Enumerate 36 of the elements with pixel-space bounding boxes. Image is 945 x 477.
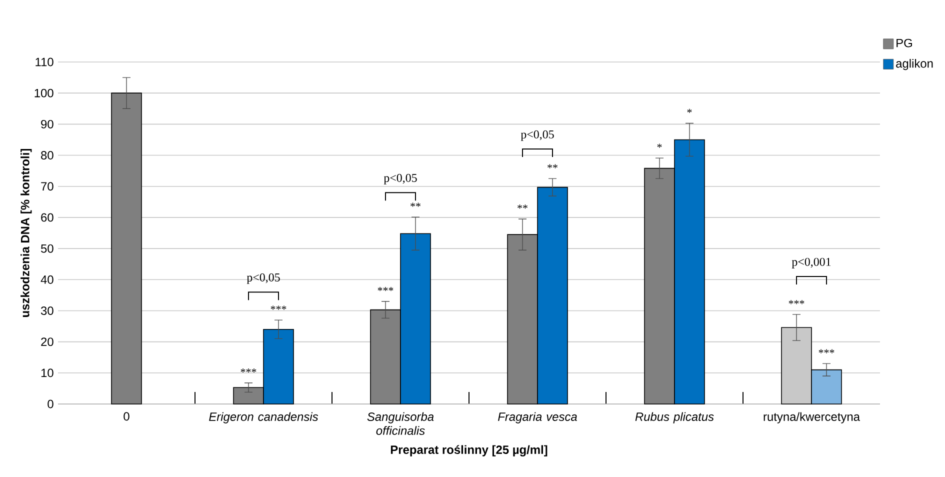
x-tick-label: 0 [124,412,130,421]
annotation: p<0,001 [792,258,831,268]
y-tick-label: 40 [40,275,54,284]
x-tick-label: Fragaria vesca [498,412,577,424]
x-tick-label: Erigeron canadensis [209,412,318,424]
data-label: *** [818,349,834,354]
data-label: *** [788,300,804,304]
legend-label: PG [896,38,912,48]
data-label: ** [518,204,528,209]
y-tick-label: 50 [41,244,54,253]
annotation: p<0,05 [384,174,417,184]
annotation: p<0,05 [246,273,280,284]
x-tick-label: Sanguisorba officinalis [367,412,434,435]
data-label: * [687,108,692,113]
y-tick-label: 100 [34,88,54,98]
y-tick-label: 90 [41,120,54,128]
y-tick-label: 20 [41,338,54,346]
annotation: p<0,05 [520,130,554,141]
data-label: *** [240,368,256,373]
y-tick-label: 110 [36,58,54,66]
data-label: ** [548,164,558,168]
data-label: *** [378,287,394,292]
y-tick-label: 30 [40,306,54,315]
data-label: ** [410,202,420,207]
y-tick-label: 60 [41,213,54,222]
y-tick-label: 70 [41,182,54,191]
y-tick-label: 80 [41,151,54,160]
legend-label: aglikon [896,58,933,70]
y-tick-label: 0 [48,400,54,408]
x-tick-label: Rubus plicatus [635,412,714,424]
data-label: *** [270,306,286,310]
y-tick-label: 10 [41,368,54,378]
x-tick-label: rutyna/kwercetyna [764,412,860,424]
x-axis-title: Preparat roślinny [25 µg/ml] [390,445,548,456]
y-axis-title: uszkodzenia DNA [% kontroli] [20,148,32,317]
data-label: * [657,144,662,148]
